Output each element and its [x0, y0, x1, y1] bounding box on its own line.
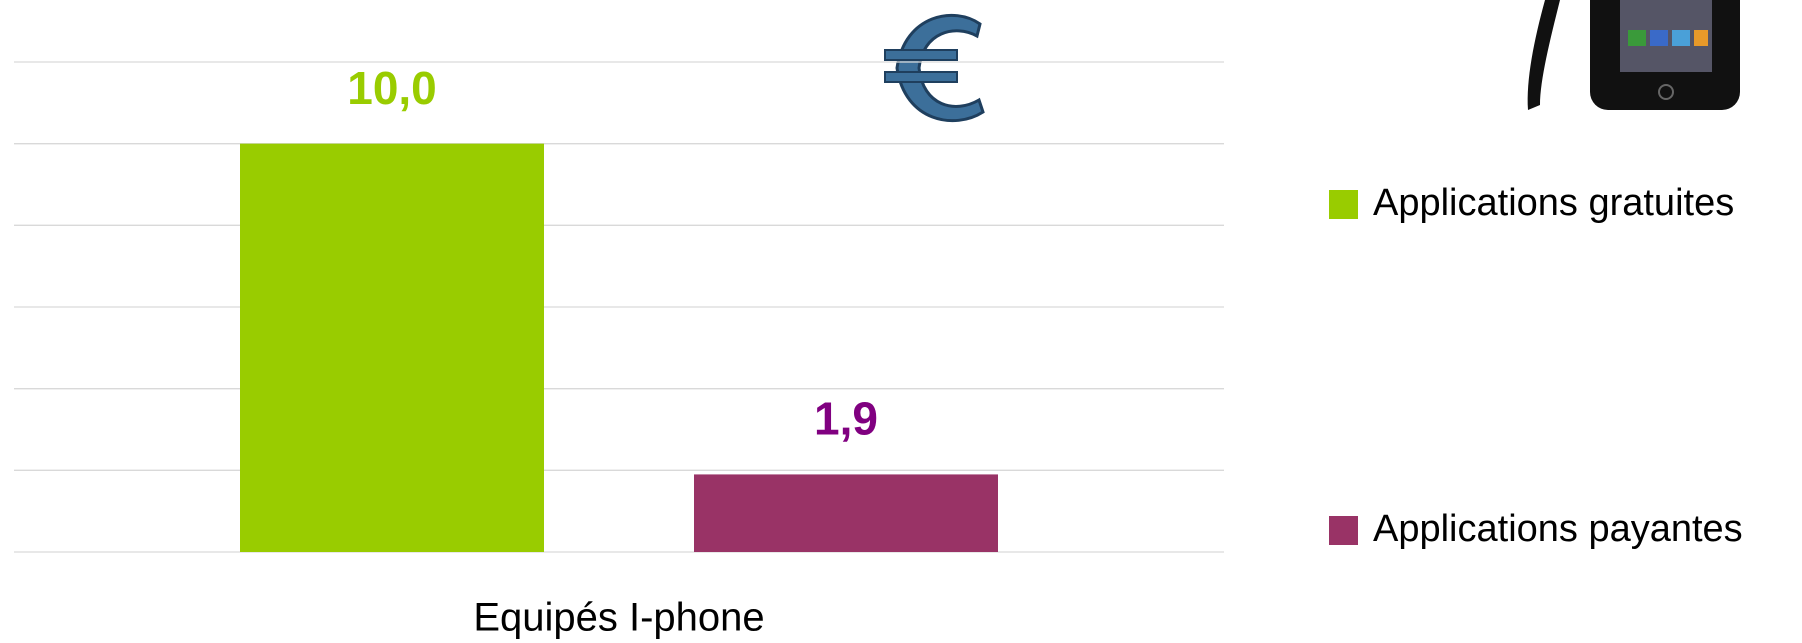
euro-icon	[884, 13, 985, 123]
x-tick-label: Equipés I-phone	[473, 596, 764, 640]
legend-swatch	[1329, 190, 1358, 219]
data-label: 10,0	[347, 62, 437, 114]
legend-swatch	[1329, 516, 1358, 545]
bar	[240, 143, 544, 552]
phone-icon	[1527, 0, 1740, 110]
data-label: 1,9	[814, 393, 878, 445]
legend-label: Applications gratuites	[1373, 182, 1734, 224]
bar	[694, 474, 998, 552]
legend-label: Applications payantes	[1373, 508, 1743, 550]
